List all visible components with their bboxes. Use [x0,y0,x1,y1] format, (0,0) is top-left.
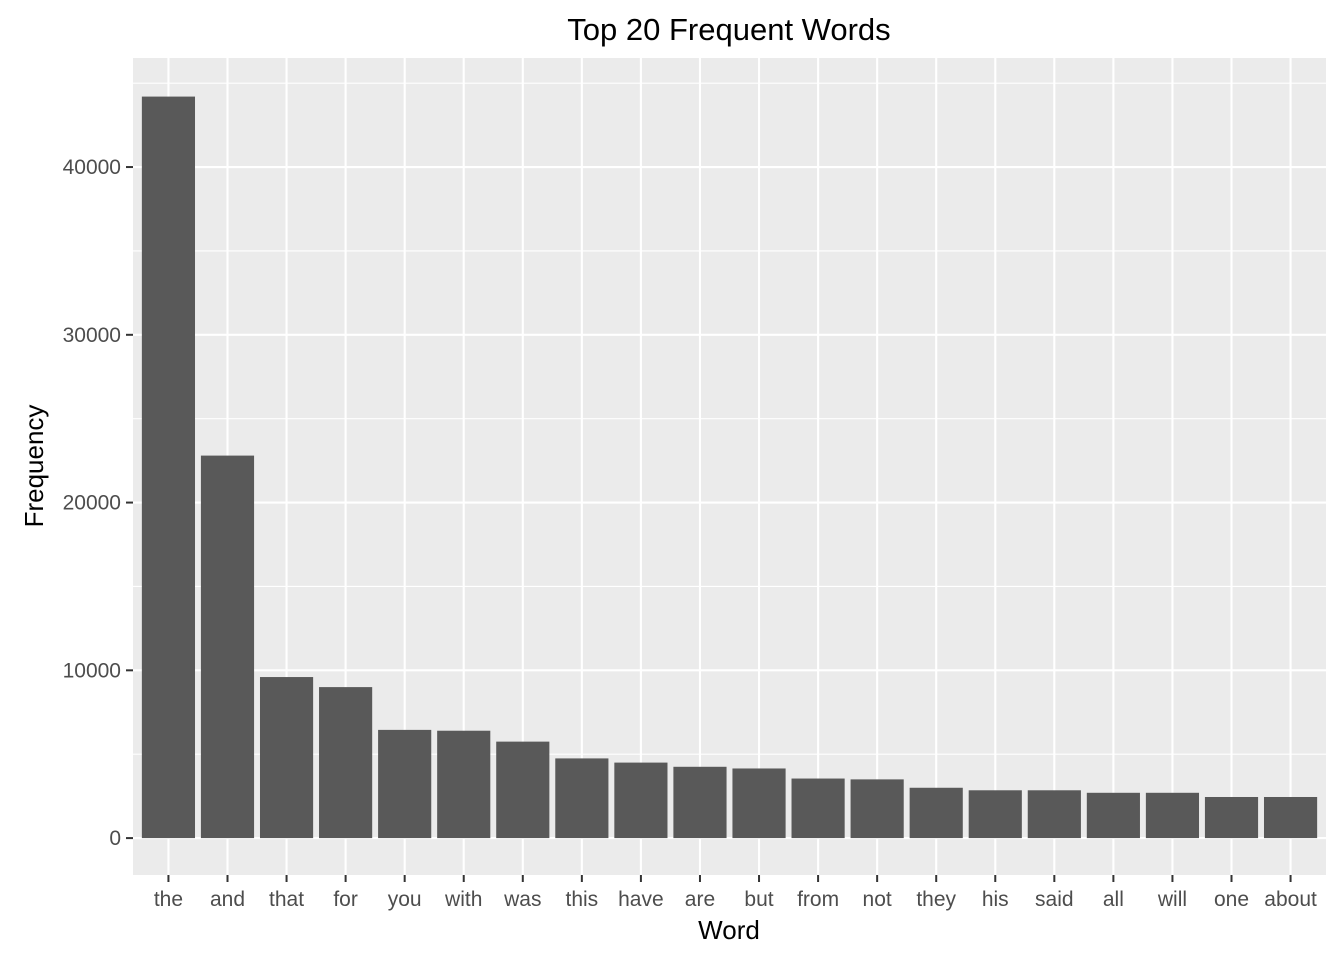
y-tick-label: 20000 [63,492,121,515]
y-tick-label: 30000 [63,324,121,347]
x-tick-label: have [618,888,664,911]
y-tick-label: 0 [109,827,121,850]
bar-but [732,768,786,839]
y-tick-label: 10000 [63,659,121,682]
bar-one [1204,796,1259,839]
bar-not [850,779,904,839]
bar-from [791,778,845,839]
bar-all [1086,792,1140,839]
x-axis-title: Word [698,915,760,945]
bar-will [1145,792,1200,839]
x-tick-label: the [154,888,183,911]
x-tick-label: one [1214,888,1249,911]
x-tick-label: but [744,888,773,911]
chart-title: Top 20 Frequent Words [567,12,890,47]
bar-for [319,687,373,839]
y-tick-label: 40000 [63,156,121,179]
x-tick-label: with [444,888,482,911]
x-tick-label: from [797,888,839,911]
x-tick-label: they [916,888,956,911]
x-tick-label: not [863,888,892,911]
y-axis: 0 10000 20000 30000 40000 [63,156,133,850]
x-tick-label: that [269,888,304,911]
bars [141,96,1318,839]
x-tick-label: for [333,888,358,911]
bar-said [1027,790,1081,839]
x-tick-label: about [1264,888,1317,911]
bar-this [555,758,609,839]
x-tick-label: his [982,888,1009,911]
bar-they [909,787,963,839]
y-axis-title: Frequency [19,405,49,528]
x-axis: the and that for you with was this have are but fro… [154,875,1317,911]
bar-are [673,766,727,839]
bar-the [141,96,196,839]
x-tick-label: said [1035,888,1074,911]
x-tick-label: are [685,888,715,911]
x-tick-label: will [1157,888,1187,911]
bar-about [1263,796,1318,839]
bar-his [968,790,1022,839]
bar-you [378,729,432,839]
x-tick-label: you [388,888,422,911]
bar-and [200,455,255,839]
x-tick-label: all [1103,888,1124,911]
x-tick-label: was [503,888,541,911]
bar-that [259,677,314,839]
bar-with [437,730,491,839]
x-tick-label: this [566,888,599,911]
x-tick-label: and [210,888,245,911]
bar-was [496,741,550,839]
bar-have [614,762,668,839]
